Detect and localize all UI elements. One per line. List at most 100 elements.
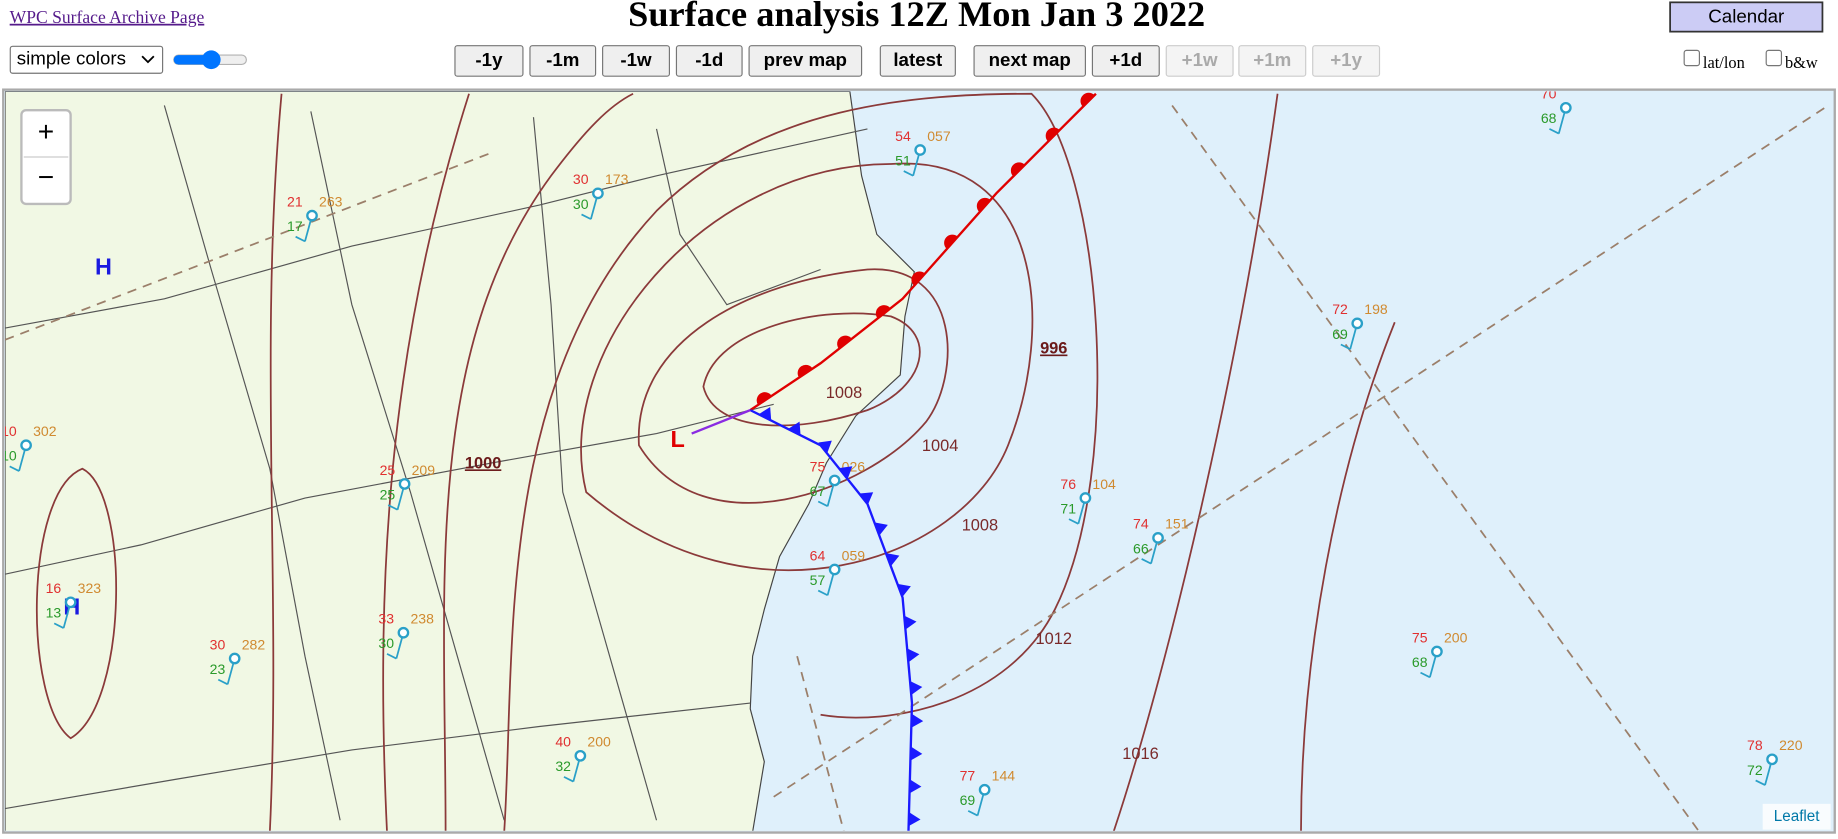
slider-thumb[interactable] [201,50,221,70]
select-label[interactable]: simple colors [17,48,126,69]
station-temp: 30 [210,636,226,652]
nav-button[interactable] [1091,45,1160,77]
wind-barb-flag [387,504,398,511]
station-pressure: 151 [1165,516,1189,532]
nav-button[interactable] [602,45,670,77]
cold-front-symbol [758,406,772,421]
station-circle [574,749,587,762]
station-temp: 21 [287,193,303,209]
station-temp: 70 [1541,86,1557,102]
isobar-label: 1004 [922,437,958,455]
archive-link[interactable]: WPC Surface Archive Page [10,7,205,27]
cold-front-symbol [885,553,900,567]
cold-front-symbol [910,681,923,696]
troughs [5,104,1829,831]
nav-button[interactable] [748,45,863,77]
cold-front-symbol [818,440,832,454]
cold-front-symbol [907,648,920,663]
station-dewpoint: 25 [380,486,396,502]
nav-button[interactable] [973,45,1086,77]
wind-barb-flag [1068,518,1079,525]
station-circle [1559,101,1572,114]
nav-button-label: +1w [1182,49,1218,70]
cold-front-symbol [908,812,921,827]
station-pressure: 323 [78,580,102,596]
checkbox[interactable] [1683,49,1700,67]
warm-front-symbol [1010,162,1025,177]
attribution[interactable]: Leaflet [1774,808,1820,825]
station-circle [1152,531,1164,544]
attribution-box [1762,803,1831,830]
zoom-control: + − [20,108,72,206]
wind-barb-flag [903,170,914,177]
nav-button-label[interactable]: next map [989,49,1071,70]
wind-barb-flag [217,678,229,686]
nav-button-label[interactable]: -1d [695,49,723,70]
nav-button[interactable] [675,45,743,77]
station-pressure: 104 [1092,476,1116,492]
wind-barb-flag [1420,671,1431,679]
nav-button[interactable] [879,45,956,77]
station-pressure: 059 [842,547,866,563]
nav-button-label[interactable]: latest [893,49,943,70]
select-box[interactable] [9,45,164,74]
zoom-in[interactable]: + [38,116,54,147]
station-dewpoint: 17 [287,218,303,234]
cold-front-symbol [897,583,911,598]
station-circle [828,474,841,487]
station-temp: 16 [46,580,62,596]
nav-button-label[interactable]: +1d [1109,49,1142,70]
station-circle [306,209,318,222]
station-dewpoint: 72 [1747,762,1763,778]
select-arrow [141,55,155,64]
station-circle [397,626,410,639]
checkbox-label[interactable]: b&w [1785,53,1818,72]
station-circle [1766,753,1778,766]
borders [5,105,868,821]
checkbox-label[interactable]: lat/lon [1703,53,1745,72]
station-circle [1431,645,1443,658]
occluded-front [691,409,751,435]
isobar-label: 1016 [1122,745,1158,763]
checkbox[interactable] [1765,49,1783,67]
pressure-center: H [95,254,112,280]
station-temp: 10 [1,423,17,439]
station-dewpoint: 51 [895,152,911,168]
station-dewpoint: 13 [46,605,62,621]
station-pressure: 302 [33,423,57,439]
nav-button-label[interactable]: -1y [475,49,503,70]
station-circle [64,596,77,609]
isobar-label: 1008 [962,516,998,534]
station-dewpoint: 68 [1541,110,1557,126]
calendar-button[interactable]: Calendar [1669,1,1824,33]
nav-button[interactable] [529,45,597,77]
slider-fill [173,55,212,65]
calendar-label[interactable]: Calendar [1708,6,1784,27]
nav-button-label[interactable]: -1w [620,49,652,70]
station-circle [914,144,927,156]
station-temp: 72 [1332,301,1348,317]
warm-front-symbol [875,305,891,319]
cold-front-symbol [911,713,924,728]
nav-button[interactable] [454,45,524,77]
station-temp: 64 [810,547,826,563]
wind-barb-flag [817,589,828,597]
color-select[interactable]: simple colors [9,45,164,74]
nav-button-label: +1m [1253,49,1291,70]
station-temp: 75 [810,458,826,474]
nav-button [1312,45,1381,77]
opacity-slider[interactable] [173,50,247,70]
warm-front-symbol [944,234,958,250]
nav-button-label[interactable]: prev map [764,49,847,70]
isobar-label: 1012 [1036,630,1072,648]
zoom-out[interactable]: − [38,162,54,193]
station-circle [592,187,604,200]
station-dewpoint: 71 [1060,500,1076,516]
station-temp: 40 [555,734,571,750]
page-title: Surface analysis 12Z Mon Jan 3 2022 [628,0,1205,34]
calendar-button-box[interactable] [1669,1,1824,33]
nav-button-label[interactable]: -1m [546,49,579,70]
wind-barb-flag [1755,779,1766,786]
